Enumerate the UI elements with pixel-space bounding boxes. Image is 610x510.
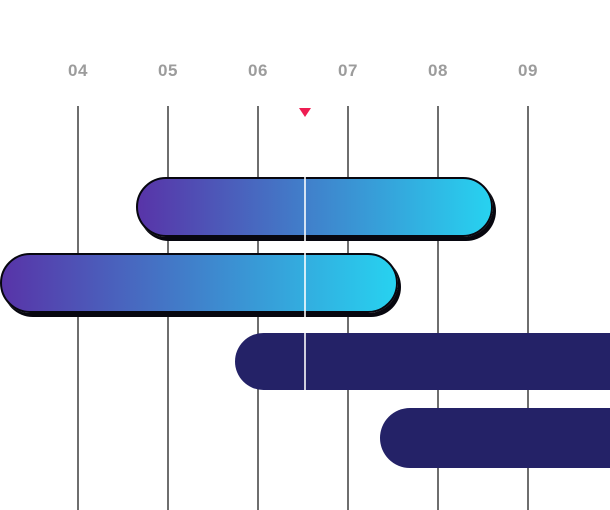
axis-tick-label: 09 bbox=[518, 61, 538, 80]
today-marker-icon[interactable] bbox=[299, 108, 311, 117]
axis-tick-label: 07 bbox=[338, 61, 358, 80]
axis-tick-label: 05 bbox=[158, 61, 178, 80]
gantt-bar-4[interactable] bbox=[380, 408, 610, 468]
gantt-bar-3[interactable] bbox=[235, 333, 610, 390]
gantt-bar-1[interactable] bbox=[136, 177, 493, 237]
axis-tick-label: 04 bbox=[68, 61, 88, 80]
axis-tick-label: 08 bbox=[428, 61, 448, 80]
gridline bbox=[437, 106, 439, 510]
gantt-bar-2[interactable] bbox=[0, 253, 398, 313]
axis-tick-label: 06 bbox=[248, 61, 268, 80]
gridline bbox=[527, 106, 529, 510]
today-line bbox=[304, 118, 306, 390]
